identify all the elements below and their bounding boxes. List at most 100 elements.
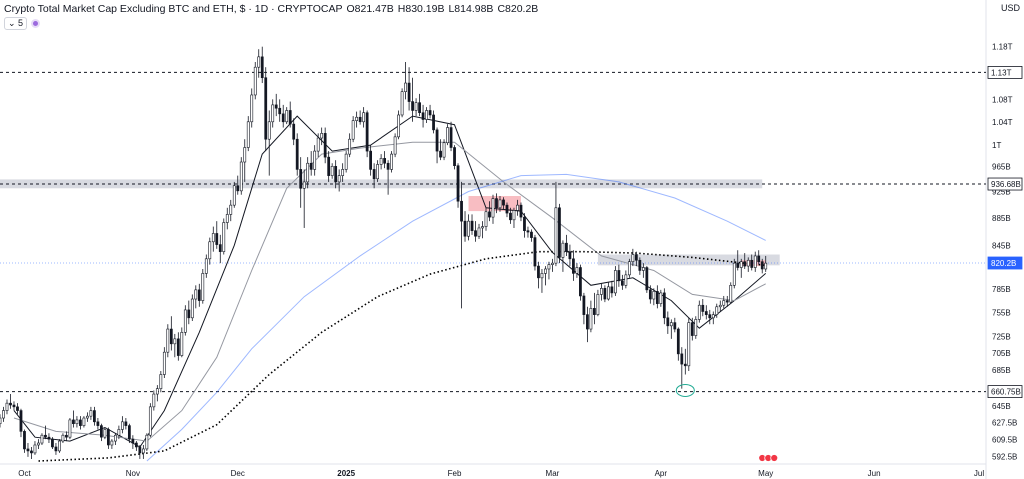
candle-body	[666, 317, 670, 327]
candle-body	[93, 410, 96, 423]
candle-body	[113, 434, 117, 442]
x-tick-label: May	[758, 469, 773, 478]
candle-body	[232, 185, 236, 206]
level-tag-1-box	[987, 177, 1023, 191]
currency-label[interactable]: USD	[1000, 3, 1020, 13]
y-tick-label: 845B	[992, 241, 1011, 250]
candle-body	[89, 410, 93, 417]
candle-body	[299, 169, 303, 189]
candle-body	[634, 254, 638, 261]
candle-body	[204, 258, 208, 274]
candle-body	[47, 436, 51, 440]
candle-body	[271, 104, 275, 123]
candle-body	[753, 255, 757, 268]
candle-body	[141, 448, 145, 454]
candle-body	[267, 121, 271, 140]
candle-body	[75, 419, 79, 425]
candle-body	[456, 165, 460, 202]
low-value: L814.98B	[448, 3, 494, 15]
candle-body	[127, 425, 131, 440]
candle-body	[488, 211, 491, 218]
candle-body	[736, 262, 740, 268]
candle-body	[725, 300, 729, 303]
candle-body	[281, 113, 285, 123]
candle-body	[278, 107, 282, 115]
chart-legend: Crypto Total Market Cap Excluding BTC an…	[4, 3, 538, 15]
candle-body	[145, 434, 149, 450]
candle-body	[400, 91, 404, 116]
candle-body	[274, 104, 278, 109]
candle-body	[617, 270, 621, 282]
candle-body	[96, 421, 100, 426]
candle-body	[610, 286, 614, 294]
candle-body	[397, 114, 400, 138]
moving-average-line-0	[13, 115, 767, 448]
candle-body	[463, 220, 467, 237]
candle-body	[631, 254, 635, 263]
annotation-circle	[675, 383, 695, 397]
candle-body	[257, 56, 261, 68]
y-tick-label: 755B	[992, 308, 1011, 317]
candle-body	[764, 262, 768, 270]
candle-body	[344, 153, 348, 170]
candle-body	[551, 262, 554, 265]
candle-body	[641, 267, 645, 271]
candle-body	[572, 258, 575, 274]
candle-body	[683, 363, 687, 367]
y-tick-label: 705B	[992, 349, 1011, 358]
candle-body	[348, 138, 352, 155]
candle-body	[474, 230, 477, 237]
y-tick-label: 885B	[992, 214, 1011, 223]
y-tick-label: 965B	[992, 162, 1011, 171]
candle-body	[51, 438, 54, 448]
candle-body	[652, 291, 656, 300]
candle-body	[393, 136, 397, 155]
candle-body	[722, 300, 726, 306]
candle-body	[690, 322, 694, 336]
candle-body	[586, 314, 589, 330]
candle-body	[428, 110, 432, 116]
candle-body	[103, 429, 107, 438]
candle-body	[173, 338, 177, 345]
candle-body	[526, 230, 530, 233]
y-tick-label: 1.18T	[992, 43, 1013, 52]
candle-body	[512, 210, 516, 221]
y-tick-label: 1.08T	[992, 95, 1013, 104]
candle-body	[750, 259, 754, 268]
candle-body	[65, 434, 68, 438]
candle-body	[169, 328, 173, 345]
interval-chip[interactable]: ⌄ 5	[4, 17, 28, 30]
y-tick-label: 725B	[992, 332, 1011, 341]
moving-average-line-2	[146, 173, 766, 462]
y-tick-label: 592.5B	[992, 452, 1017, 461]
candle-body	[218, 244, 222, 252]
symbol-title[interactable]: Crypto Total Market Cap Excluding BTC an…	[4, 3, 343, 15]
candle-body	[285, 110, 289, 123]
candle-body	[435, 129, 439, 152]
candle-body	[327, 156, 331, 176]
y-tick-label: 925B	[992, 187, 1011, 196]
candle-body	[425, 110, 428, 120]
candle-body	[613, 270, 617, 294]
candle-body	[669, 322, 673, 327]
candle-body	[554, 207, 558, 264]
candle-body	[648, 289, 652, 300]
open-value: O821.47B	[346, 3, 394, 15]
zone-0	[0, 179, 763, 189]
candle-body	[288, 110, 292, 125]
x-tick-label: Dec	[231, 469, 245, 478]
candle-body	[187, 309, 191, 319]
candle-body	[201, 273, 205, 301]
candle-body	[110, 440, 114, 446]
x-tick-label: Jun	[868, 469, 881, 478]
candle-body	[516, 204, 519, 211]
candle-body	[351, 120, 355, 140]
indicator-icon[interactable]	[31, 19, 41, 28]
zone-1	[597, 254, 780, 266]
candle-body	[138, 446, 142, 454]
candle-body	[225, 214, 229, 223]
candle-body	[481, 226, 484, 229]
candle-body	[302, 181, 306, 189]
event-flag-icon	[770, 454, 779, 462]
